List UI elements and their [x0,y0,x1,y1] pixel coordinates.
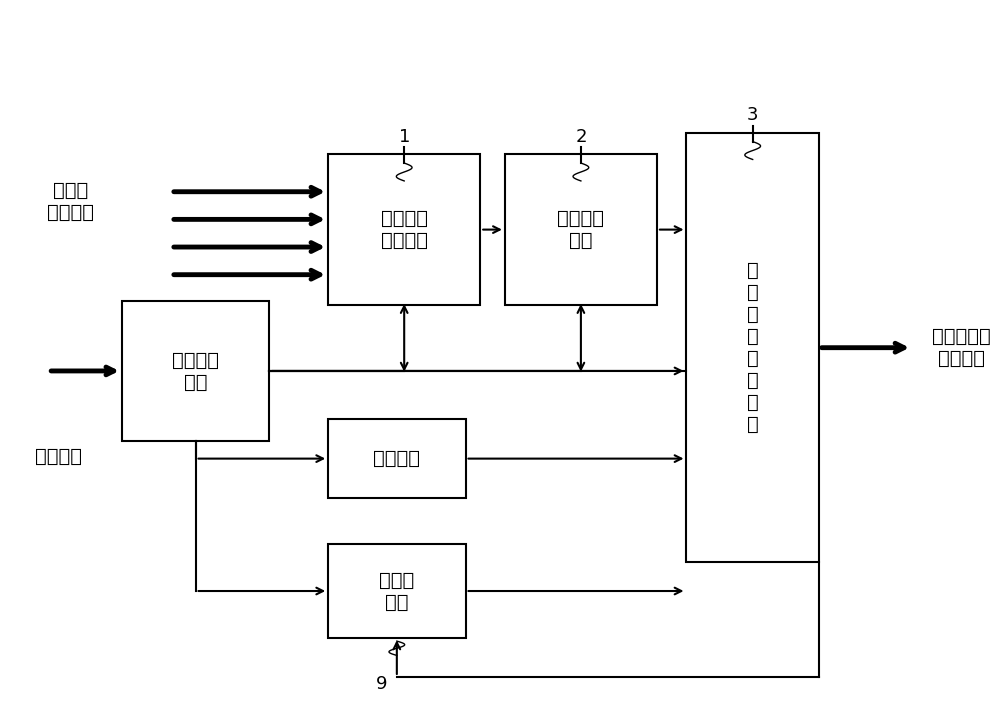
Text: 重配置
单元: 重配置 单元 [379,571,414,612]
Bar [505,154,657,305]
Text: 时钟生成
单元: 时钟生成 单元 [172,350,219,392]
Text: 晶振时钟: 晶振时钟 [35,447,82,466]
Text: 多路数据
复用单元: 多路数据 复用单元 [381,209,428,250]
Text: 磁共振高速
串行数据: 磁共振高速 串行数据 [932,327,991,369]
Text: 高
速
串
行
发
送
单
元: 高 速 串 行 发 送 单 元 [747,261,759,434]
Bar [122,301,269,441]
Text: 控制单元: 控制单元 [373,449,420,468]
Text: 数据封装
单元: 数据封装 单元 [557,209,604,250]
Text: 3: 3 [747,106,758,124]
Text: 1: 1 [399,127,410,146]
Text: 磁共振
并行数据: 磁共振 并行数据 [47,180,94,222]
Bar [328,544,466,638]
Text: 2: 2 [575,127,587,146]
Bar [328,419,466,498]
Bar [328,154,480,305]
Text: 9: 9 [376,675,388,693]
Bar [686,133,819,563]
